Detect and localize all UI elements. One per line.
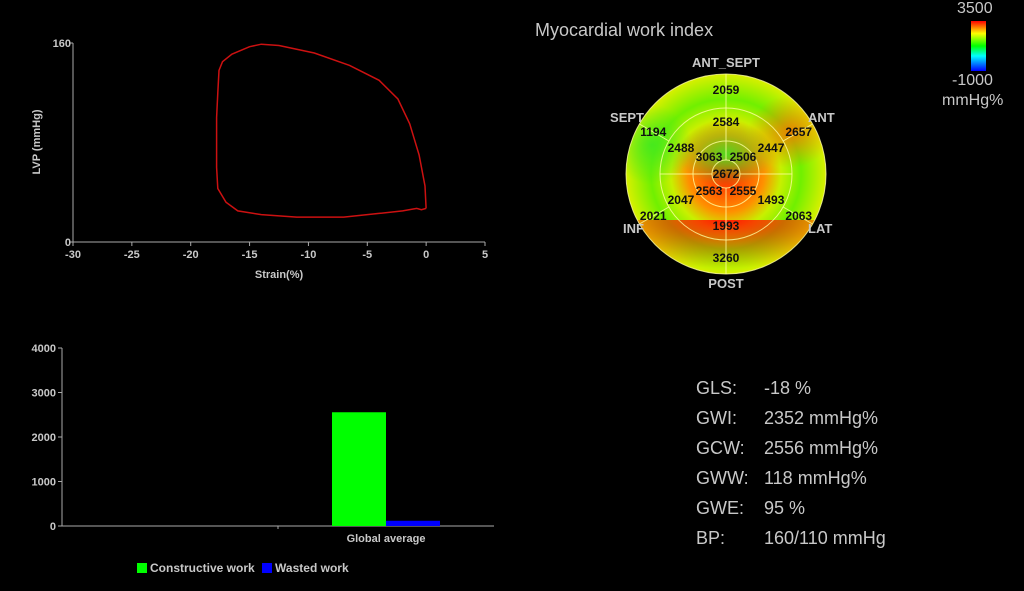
bar-wasted-work (386, 520, 440, 526)
loop-x-tick-label: -25 (124, 249, 140, 261)
stat-gww: GWW: 118 mmHg% (696, 468, 1024, 498)
loop-y-tick-label: 0 (65, 237, 71, 249)
loop-x-axis-label: Strain(%) (255, 269, 304, 281)
bullseye-apical-value: 3063 (696, 150, 723, 164)
stat-value: 118 mmHg% (764, 468, 867, 488)
color-scale-unit: mmHg% (942, 92, 1004, 109)
bullseye-segment-values: 2059 2657 2063 3260 2021 1194 2584 2447 1493 1993… (640, 83, 813, 265)
bar-y-tick-label: 4000 (32, 343, 56, 355)
bullseye-mid-value: 2047 (668, 193, 695, 207)
stat-label: GWW: (696, 468, 749, 488)
loop-x-tick-label: -5 (362, 249, 372, 261)
loop-axes: -30 -25 -20 -15 -10 -5 0 5 0 160 (53, 38, 488, 261)
bullseye-wall-labels: ANT_SEPT ANT LAT POST INF SEPT (610, 55, 835, 291)
legend-swatch-constructive (137, 562, 147, 573)
bullseye-divider (782, 123, 813, 142)
stat-bp: BP: 160/110 mmHg (696, 528, 1024, 558)
pressure-strain-loop-line (215, 43, 427, 218)
bullseye-basal-value: 2021 (640, 209, 667, 223)
bar-y-tick-label: 2000 (32, 432, 56, 444)
bullseye-wall-label: POST (708, 276, 743, 291)
loop-x-tick-label: 0 (423, 249, 429, 261)
bar-constructive-work (332, 412, 386, 526)
stat-value: 2352 mmHg% (764, 408, 879, 428)
loop-x-tick-label: -20 (183, 249, 199, 261)
bullseye-basal-value: 1194 (640, 125, 666, 139)
bullseye-wall-label: ANT_SEPT (692, 55, 760, 70)
bullseye-wall-label: LAT (808, 221, 832, 236)
bullseye-apical-value: 2506 (730, 150, 757, 164)
bullseye-mid-value: 2584 (713, 115, 740, 129)
bullseye-mid-value: 2488 (668, 141, 695, 155)
bar-axes: 0 1000 2000 3000 4000 Global average (32, 343, 494, 545)
stat-gwe: GWE: 95 % (696, 498, 1024, 528)
bullseye-basal-value: 2657 (785, 125, 812, 139)
bullseye-apex-value: 2672 (713, 167, 740, 181)
bar-y-tick-label: 3000 (32, 388, 56, 400)
bullseye-divider (639, 123, 670, 142)
stat-gls: GLS: -18 % (696, 378, 1024, 408)
bullseye-apical-value: 2555 (730, 184, 757, 198)
bar-category-label: Global average (347, 533, 426, 545)
bar-marks (332, 412, 440, 526)
bullseye-mid-value: 1493 (758, 193, 785, 207)
stat-value: 160/110 mmHg (764, 528, 886, 548)
stat-label: BP: (696, 528, 726, 548)
bullseye-segment-grid (625, 73, 827, 275)
legend-label-constructive: Constructive work (150, 560, 255, 575)
bullseye-wall-label: ANT (808, 110, 835, 125)
bullseye-basal-value: 3260 (713, 251, 740, 265)
color-scale-max: 3500 (957, 0, 993, 17)
loop-x-tick-label: 5 (482, 249, 488, 261)
stat-label: GWE: (696, 498, 744, 518)
stat-gwi: GWI: 2352 mmHg% (696, 408, 1024, 438)
stat-gcw: GCW: 2556 mmHg% (696, 438, 1024, 468)
stat-label: GLS: (696, 378, 738, 398)
bullseye-apical-value: 2563 (696, 184, 723, 198)
stat-value: 95 % (764, 498, 806, 518)
global-indices-panel: GLS: -18 % GWI: 2352 mmHg% GCW: 2556 mmHg% … (696, 378, 1024, 558)
bullseye-mid-value: 2447 (758, 141, 785, 155)
legend-label-wasted: Wasted work (275, 560, 349, 575)
loop-y-axis-label: LVP (mmHg) (31, 109, 43, 174)
loop-x-tick-label: -30 (65, 249, 81, 261)
bar-y-tick-label: 1000 (32, 477, 56, 489)
bullseye-divider (782, 206, 813, 225)
loop-x-tick-label: -10 (300, 249, 316, 261)
bullseye-wall-label: INF (623, 221, 644, 236)
color-scale-min: -1000 (952, 72, 993, 89)
bullseye-basal-value: 2059 (713, 83, 740, 97)
bullseye-wall-label: SEPT (610, 110, 644, 125)
loop-y-tick-label: 160 (53, 38, 71, 50)
stat-value: 2556 mmHg% (764, 438, 879, 458)
bullseye-mid-value: 1993 (713, 219, 740, 233)
bar-legend: Constructive work Wasted work (137, 560, 349, 575)
myocardial-work-bullseye: 2059 2657 2063 3260 2021 1194 2584 2447 1493 1993… (610, 55, 835, 291)
stat-label: GCW: (696, 438, 745, 458)
loop-x-tick-label: -15 (242, 249, 258, 261)
mwi-title: Myocardial work index (535, 20, 714, 40)
stat-value: -18 % (764, 378, 812, 398)
bullseye-divider (639, 206, 670, 225)
pressure-strain-loop-chart: -30 -25 -20 -15 -10 -5 0 5 0 160 LVP (mmHg) Strai… (31, 38, 488, 281)
work-bar-chart: 0 1000 2000 3000 4000 Global average (32, 343, 494, 545)
stat-label: GWI: (696, 408, 737, 428)
color-scale-bar (971, 21, 986, 71)
bar-y-tick-label: 0 (50, 521, 56, 533)
bullseye-basal-value: 2063 (785, 209, 812, 223)
legend-swatch-wasted (262, 562, 273, 573)
